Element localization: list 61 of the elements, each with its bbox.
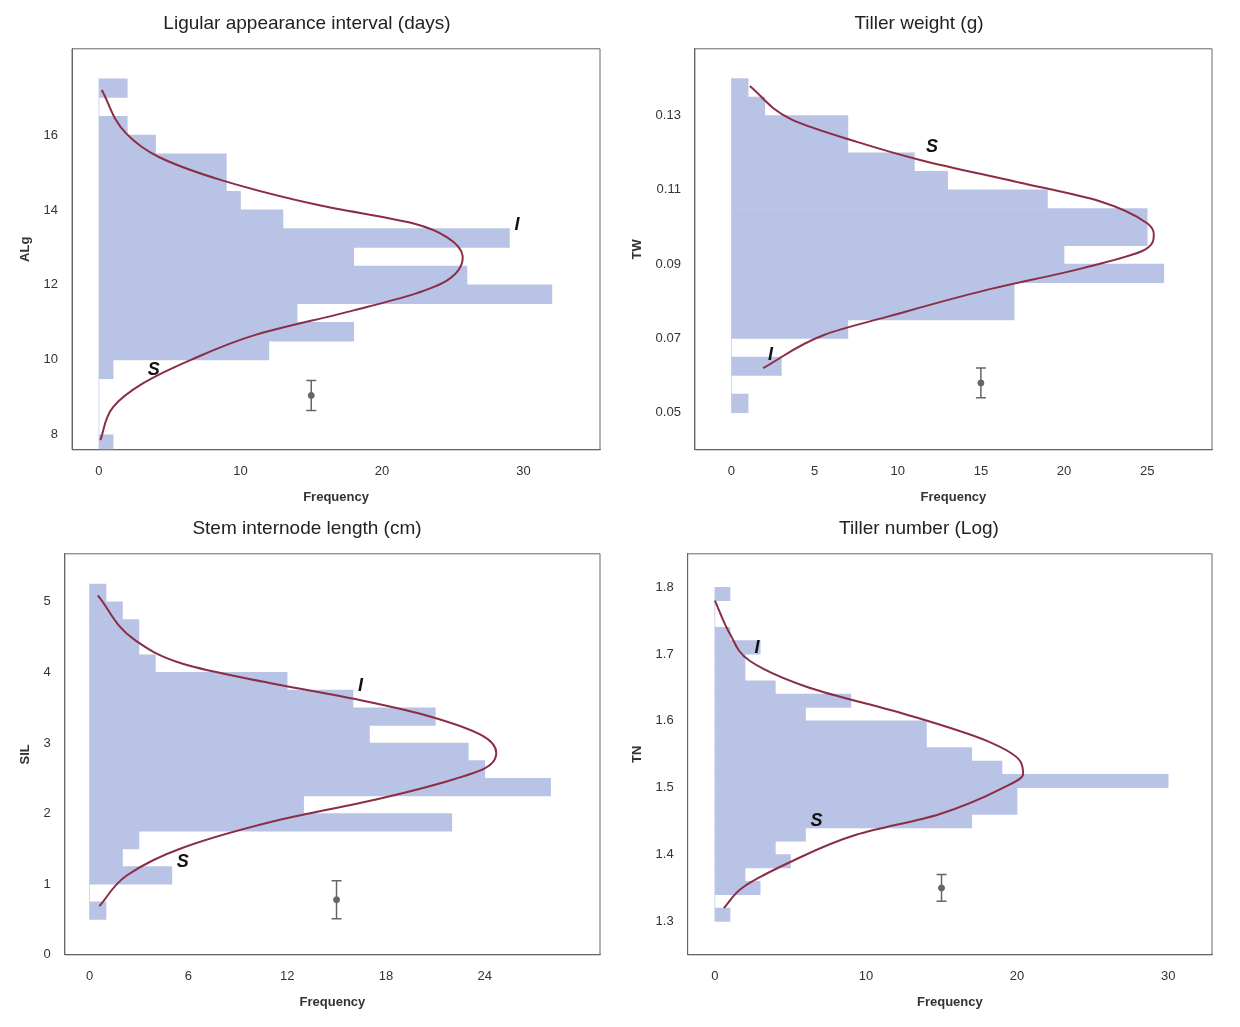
x-tick-label: 20	[374, 463, 390, 479]
y-tick-label: 10	[43, 351, 59, 367]
y-axis-title: ALg	[17, 236, 33, 262]
y-tick-label: 1.5	[655, 779, 674, 795]
x-tick-label: 15	[973, 463, 989, 479]
annotation: I	[514, 214, 521, 235]
x-tick-label: 0	[711, 968, 719, 984]
x-tick-label: 6	[184, 968, 192, 984]
annotation: I	[768, 344, 775, 365]
x-tick-label: 10	[858, 968, 874, 984]
chart-title: Ligular appearance interval (days)	[163, 11, 451, 33]
x-tick-label: 30	[516, 463, 531, 479]
annotation: S	[176, 851, 189, 872]
x-tick-label: 20	[1009, 968, 1025, 984]
x-axis-title: Frequency	[299, 993, 367, 1009]
y-tick-label: 8	[50, 426, 59, 442]
x-axis-title: Frequency	[920, 488, 988, 504]
y-tick-label: 1.4	[655, 846, 674, 862]
y-tick-label: 0	[43, 946, 51, 962]
x-tick-label: 30	[1160, 968, 1176, 984]
y-tick-label: 1.3	[655, 912, 674, 928]
y-tick-label: 16	[43, 126, 59, 142]
x-tick-label: 18	[378, 968, 394, 984]
x-tick-label: 24	[477, 968, 492, 984]
annotation: I	[754, 636, 761, 657]
y-axis-title: SIL	[17, 744, 33, 765]
annotation: S	[147, 359, 160, 380]
x-tick-label: 10	[233, 463, 248, 479]
y-tick-label: 0.07	[655, 329, 681, 345]
x-tick-label: 12	[279, 968, 295, 984]
y-tick-label: 3	[43, 734, 51, 750]
x-tick-label: 25	[1139, 463, 1155, 479]
x-tick-label: 20	[1056, 463, 1072, 479]
y-axis-title: TW	[629, 238, 645, 260]
x-axis-title: Frequency	[303, 488, 370, 504]
annotation: I	[358, 674, 364, 695]
x-tick-label: 0	[95, 463, 103, 479]
y-tick-label: 0.11	[656, 181, 681, 197]
y-tick-label: 4	[43, 663, 51, 679]
annotation: S	[926, 136, 939, 157]
y-tick-label: 0.09	[655, 255, 681, 271]
x-tick-label: 5	[811, 463, 819, 479]
x-axis-title: Frequency	[916, 993, 984, 1009]
x-tick-label: 0	[727, 463, 736, 479]
y-tick-label: 2	[43, 805, 51, 821]
x-tick-label: 0	[85, 968, 94, 984]
y-tick-label: 14	[43, 201, 59, 217]
y-tick-label: 1.7	[655, 645, 674, 661]
y-tick-label: 1.6	[655, 712, 674, 728]
y-tick-label: 1.8	[655, 578, 674, 594]
annotation: S	[810, 810, 823, 831]
y-tick-label: 0.13	[655, 107, 681, 123]
y-tick-label: 1	[43, 875, 51, 891]
x-tick-label: 10	[890, 463, 905, 479]
y-tick-label: 0.05	[655, 404, 681, 420]
chart-title: Tiller number (Log)	[839, 516, 999, 538]
y-tick-label: 12	[43, 276, 59, 292]
y-axis-title: TN	[629, 745, 645, 763]
y-tick-label: 5	[43, 593, 51, 609]
chart-title: Tiller weight (g)	[854, 11, 984, 33]
chart-title: Stem internode length (cm)	[192, 516, 422, 538]
